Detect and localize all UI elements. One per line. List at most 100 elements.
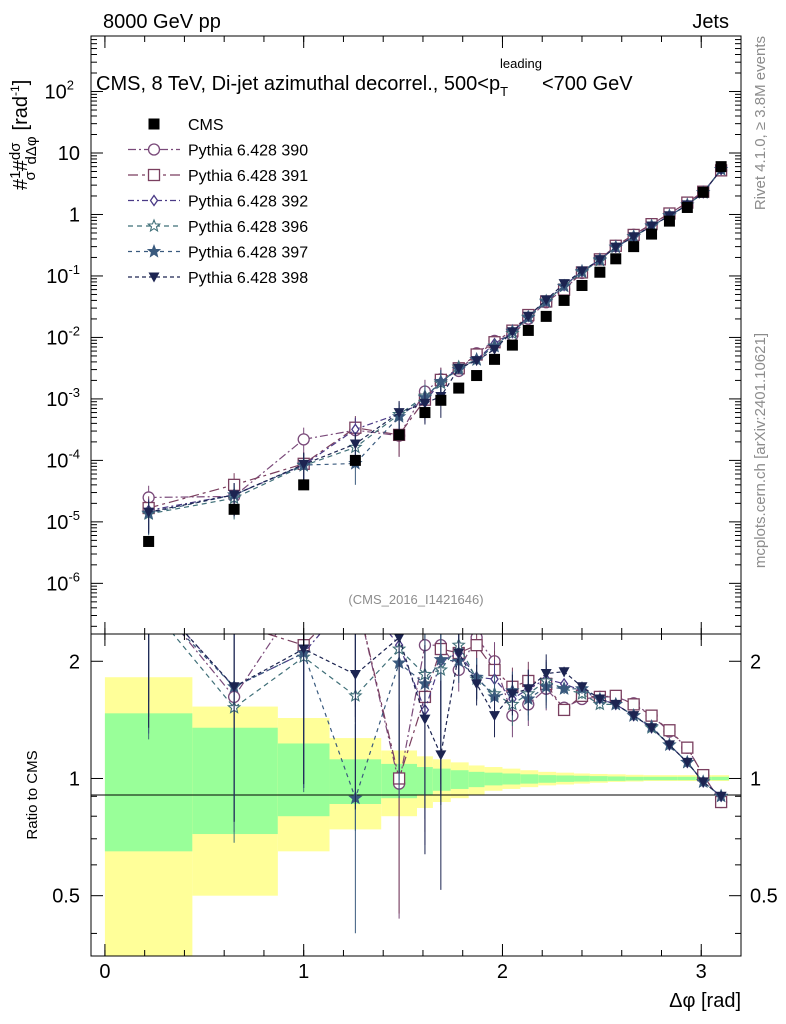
- ratio-tick-label-right: 2: [750, 651, 761, 673]
- axes: 0 1 2 3 10-6 10-5 10-4 10-3 10-2 10-1 1 10 102 0.5 0.5…: [45, 35, 778, 983]
- y-axis-label-unit: [rad: [10, 96, 32, 130]
- ratio-band-green-bin: [711, 776, 730, 781]
- chart-title-sub: T: [500, 84, 508, 99]
- y-axis-label-sigma: σ: [22, 171, 39, 181]
- ratio-point: [681, 757, 693, 768]
- ratio-point: [522, 684, 534, 695]
- legend: CMS Pythia 6.428 390 Pythia 6.428 391 Pythi…: [128, 117, 308, 287]
- y-tick-label: 10: [58, 143, 80, 165]
- ratio-point: [489, 711, 501, 722]
- y-tick-label: 10-3: [46, 385, 80, 411]
- legend-label: Pythia 6.428 390: [188, 143, 308, 160]
- cms-point: [143, 535, 155, 547]
- ratio-point: [506, 689, 518, 700]
- y-tick-label: 1: [69, 204, 80, 226]
- series-point: [489, 344, 501, 355]
- cms-point: [540, 310, 552, 322]
- series-point: [143, 507, 155, 518]
- ratio-band-green-bin: [607, 776, 626, 781]
- cms-point: [471, 370, 483, 382]
- ratio-point: [453, 648, 465, 659]
- legend-entry: Pythia 6.428 391: [128, 168, 308, 185]
- x-axis-label: Δφ [rad]: [669, 990, 741, 1012]
- ratio-point: [681, 741, 694, 754]
- series-point: [594, 255, 606, 266]
- y-tick-label: 10-4: [46, 446, 80, 472]
- y-tick-label: 10-1: [46, 262, 80, 288]
- cms-point: [628, 241, 640, 253]
- ratio-point: [557, 681, 572, 695]
- cms-point: [576, 279, 588, 291]
- legend-label: Pythia 6.428 392: [188, 194, 308, 211]
- mcplots-label: mcplots.cern.ch [arXiv:2401.10621]: [752, 333, 769, 568]
- series-line: [148, 169, 722, 513]
- ratio-point: [349, 669, 361, 680]
- series-point: [522, 311, 534, 322]
- ratio-point: [557, 703, 571, 717]
- cms-point: [419, 407, 431, 419]
- series-point: [471, 356, 483, 367]
- ratio-point: [298, 644, 310, 655]
- ratio-band-green-bin: [192, 727, 278, 835]
- y-tick-label: 102: [45, 78, 74, 104]
- series-point: [610, 242, 622, 253]
- series-point: [297, 433, 310, 446]
- legend-entry: Pythia 6.428 397: [128, 243, 308, 262]
- ratio-panel-series: [148, 634, 729, 934]
- series-point: [576, 266, 588, 277]
- legend-label: CMS: [188, 117, 224, 134]
- ratio-band-green-bin: [556, 775, 575, 782]
- y-tick-label: 10-2: [46, 323, 80, 349]
- legend-marker: [146, 218, 162, 233]
- ratio-point: [628, 711, 640, 722]
- ratio-band-green-bin: [484, 772, 503, 786]
- ratio-point: [646, 723, 658, 734]
- cms-point: [558, 294, 570, 306]
- chart-title-tail: <700 GeV: [542, 73, 633, 95]
- series-point: [349, 439, 361, 450]
- legend-label: Pythia 6.428 396: [188, 219, 308, 236]
- series-point: [393, 408, 405, 419]
- cms-point: [435, 394, 447, 406]
- series-point: [419, 398, 431, 409]
- legend-entry: Pythia 6.428 392: [128, 194, 308, 211]
- cms-point: [522, 324, 534, 336]
- y-axis-label-hash1: #: [10, 178, 32, 190]
- ratio-band-green-bin: [502, 773, 521, 785]
- ratio-axis-label: Ratio to CMS: [24, 750, 41, 839]
- cms-point: [646, 228, 658, 240]
- series-point: [298, 459, 310, 470]
- legend-marker: [149, 194, 159, 207]
- y-axis-label-unit-sup: -1: [8, 85, 22, 96]
- legend-entry: CMS: [148, 117, 224, 134]
- legend-label: Pythia 6.428 391: [188, 168, 308, 185]
- series-point: [558, 279, 570, 290]
- ratio-point: [228, 682, 240, 693]
- legend-marker: [147, 143, 161, 156]
- ratio-point: [663, 724, 676, 737]
- ratio-band-green-bin: [520, 774, 539, 784]
- ratio-band-green-bin: [625, 776, 644, 781]
- series-point: [506, 327, 518, 338]
- legend-entry: Pythia 6.428 396: [128, 218, 308, 236]
- ratio-point: [558, 667, 570, 678]
- ratio-band-green-bin: [468, 771, 485, 788]
- legend-entry: Pythia 6.428 390: [128, 143, 308, 160]
- y-tick-label: 10-5: [46, 508, 80, 534]
- ratio-point: [540, 669, 552, 680]
- chart-title-sup: leading: [500, 56, 542, 71]
- ratio-band-green-bin: [589, 776, 608, 782]
- ratio-band-green-bin: [538, 775, 557, 783]
- x-tick-label: 3: [696, 961, 707, 983]
- analysis-id-label: (CMS_2016_I1421646): [348, 592, 483, 607]
- ratio-point: [715, 791, 727, 802]
- legend-marker: [146, 243, 162, 258]
- x-tick-label: 2: [497, 961, 508, 983]
- y-axis-label: #1σ#dσdΔφ[rad-1]: [7, 80, 40, 190]
- ratio-point: [471, 679, 483, 690]
- ratio-point: [435, 750, 447, 761]
- y-axis-label-unit-close: ]: [10, 80, 32, 86]
- ratio-band-green-bin: [659, 776, 678, 781]
- header-energy-label: 8000 GeV pp: [103, 11, 221, 33]
- cms-point: [610, 253, 622, 265]
